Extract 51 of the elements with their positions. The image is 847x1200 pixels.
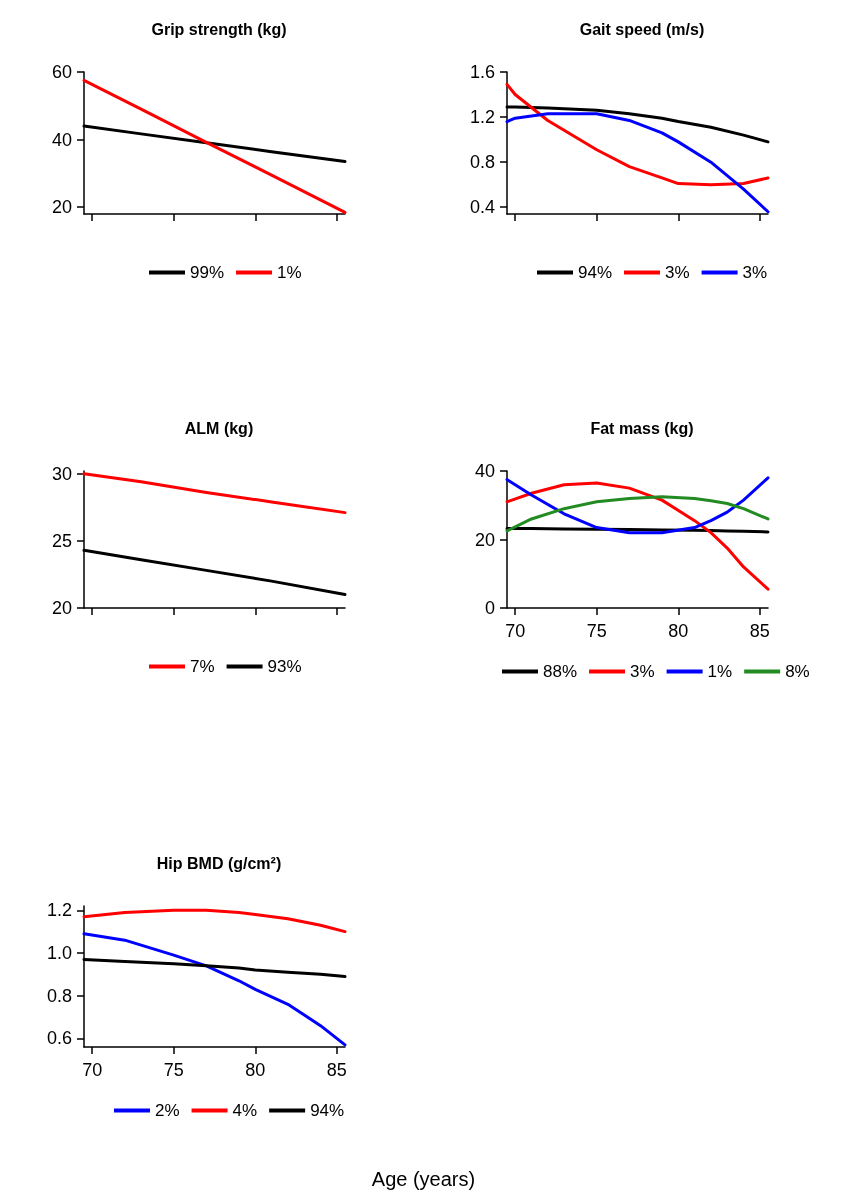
x-tick-label: 75 xyxy=(586,621,607,641)
y-tick-label: 25 xyxy=(51,530,72,551)
x-tick-label: 70 xyxy=(505,621,526,641)
legend-label: 1% xyxy=(277,263,302,282)
chart-title: Grip strength (kg) xyxy=(151,20,287,38)
legend-label: 3% xyxy=(742,263,768,282)
y-tick-label: 20 xyxy=(474,529,495,550)
legend-label: 3% xyxy=(665,263,690,282)
x-tick-label: 85 xyxy=(749,621,770,641)
legend-label: 8% xyxy=(785,662,810,681)
y-tick-label: 1.0 xyxy=(46,943,72,963)
x-tick-label: 75 xyxy=(163,1060,184,1080)
x-axis-title: Age (years) xyxy=(371,1168,476,1190)
y-tick-label: 40 xyxy=(51,129,72,150)
y-tick-label: 0.8 xyxy=(469,152,495,173)
y-tick-label: 0.6 xyxy=(46,1028,72,1049)
legend-label: 93% xyxy=(267,657,302,676)
legend-label: 7% xyxy=(190,657,215,676)
legend-label: 99% xyxy=(190,263,225,282)
legend-label: 88% xyxy=(543,662,578,681)
legend-label: 94% xyxy=(310,1101,345,1120)
y-tick-label: 60 xyxy=(51,62,72,82)
legend-label: 94% xyxy=(578,263,613,282)
y-tick-label: 30 xyxy=(51,463,72,484)
chart-title: Hip BMD (g/cm²) xyxy=(156,854,282,872)
line-series xyxy=(505,481,770,591)
legend-label: 2% xyxy=(155,1101,180,1120)
y-tick-label: 0 xyxy=(484,598,495,618)
y-tick-label: 20 xyxy=(51,197,72,218)
line-series xyxy=(82,908,347,934)
y-tick-label: 1.6 xyxy=(469,62,495,82)
y-tick-label: 0.8 xyxy=(46,985,72,1006)
x-tick-label: 70 xyxy=(82,1060,103,1080)
line-series xyxy=(505,495,770,533)
y-tick-label: 40 xyxy=(474,461,495,481)
chart-title: Fat mass (kg) xyxy=(590,419,694,437)
y-tick-label: 1.2 xyxy=(46,900,72,921)
line-series xyxy=(505,82,770,187)
legend-label: 3% xyxy=(630,662,655,681)
line-series xyxy=(505,476,770,535)
x-tick-label: 80 xyxy=(245,1060,266,1080)
legend-label: 4% xyxy=(232,1101,258,1120)
line-series xyxy=(82,472,347,515)
chart-title: Gait speed (m/s) xyxy=(579,20,705,38)
legend-label: 1% xyxy=(707,662,733,681)
y-tick-label: 1.2 xyxy=(469,107,495,128)
y-tick-label: 0.4 xyxy=(469,197,495,218)
x-tick-label: 85 xyxy=(326,1060,347,1080)
y-tick-label: 20 xyxy=(51,598,72,618)
x-tick-label: 80 xyxy=(668,621,689,641)
chart-title: ALM (kg) xyxy=(184,419,254,437)
